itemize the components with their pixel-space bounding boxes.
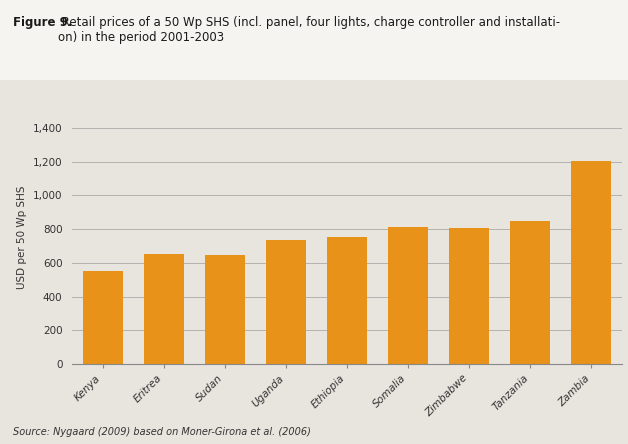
- Bar: [327, 237, 367, 364]
- Bar: [205, 255, 245, 364]
- Y-axis label: USD per 50 Wp SHS: USD per 50 Wp SHS: [18, 186, 27, 289]
- Text: Retail prices of a 50 Wp SHS (incl. panel, four lights, charge controller and in: Retail prices of a 50 Wp SHS (incl. pane…: [58, 16, 561, 44]
- Text: Figure 9.: Figure 9.: [13, 16, 72, 28]
- Bar: [388, 227, 428, 364]
- Bar: [511, 221, 550, 364]
- Bar: [266, 240, 306, 364]
- Bar: [144, 254, 183, 364]
- Bar: [449, 228, 489, 364]
- Bar: [571, 161, 611, 364]
- Text: Source: Nygaard (2009) based on Moner-Girona et al. (2006): Source: Nygaard (2009) based on Moner-Gi…: [13, 427, 310, 437]
- Bar: [83, 271, 122, 364]
